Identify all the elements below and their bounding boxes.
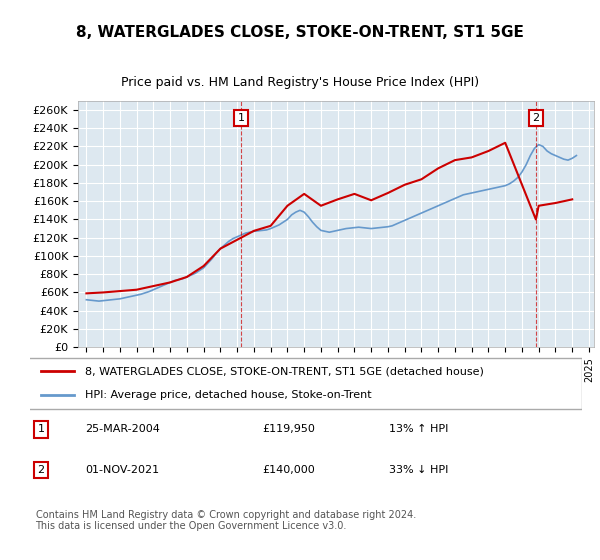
- Text: 1: 1: [38, 424, 44, 435]
- Text: 2: 2: [37, 465, 44, 475]
- Text: 2: 2: [532, 113, 539, 123]
- Text: £140,000: £140,000: [262, 465, 314, 475]
- Text: 1: 1: [238, 113, 245, 123]
- Text: Contains HM Land Registry data © Crown copyright and database right 2024.
This d: Contains HM Land Registry data © Crown c…: [35, 510, 416, 531]
- Text: 25-MAR-2004: 25-MAR-2004: [85, 424, 160, 435]
- Text: HPI: Average price, detached house, Stoke-on-Trent: HPI: Average price, detached house, Stok…: [85, 390, 372, 400]
- Text: Price paid vs. HM Land Registry's House Price Index (HPI): Price paid vs. HM Land Registry's House …: [121, 76, 479, 88]
- Text: 13% ↑ HPI: 13% ↑ HPI: [389, 424, 448, 435]
- Text: £119,950: £119,950: [262, 424, 315, 435]
- Text: 8, WATERGLADES CLOSE, STOKE-ON-TRENT, ST1 5GE (detached house): 8, WATERGLADES CLOSE, STOKE-ON-TRENT, ST…: [85, 366, 484, 376]
- Text: 01-NOV-2021: 01-NOV-2021: [85, 465, 160, 475]
- Text: 8, WATERGLADES CLOSE, STOKE-ON-TRENT, ST1 5GE: 8, WATERGLADES CLOSE, STOKE-ON-TRENT, ST…: [76, 25, 524, 40]
- Text: 33% ↓ HPI: 33% ↓ HPI: [389, 465, 448, 475]
- FancyBboxPatch shape: [25, 358, 582, 409]
